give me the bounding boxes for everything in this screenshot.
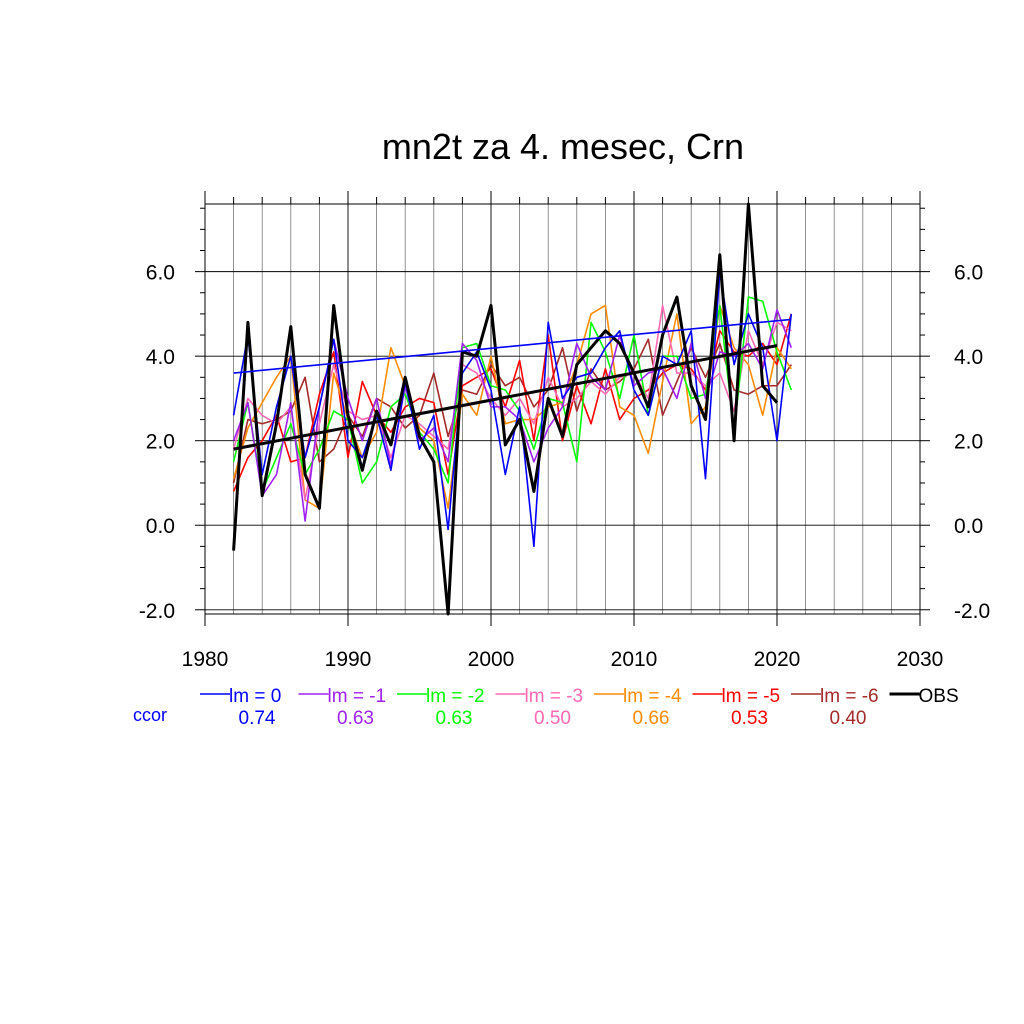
y-tick-label-right: 6.0 (954, 262, 983, 285)
legend-label: lm = 0 (229, 686, 281, 707)
legend-label: lm = -1 (328, 686, 387, 707)
y-tick-label-right: 4.0 (954, 346, 983, 369)
plot-frame (204, 203, 921, 615)
x-tick-label: 2000 (468, 648, 515, 671)
plot-frame-ticks (195, 191, 930, 626)
y-tick-label-left: 4.0 (146, 346, 175, 369)
chart-title: mn2t za 4. mesec, Crn (382, 126, 744, 167)
y-tick-label-right: 2.0 (954, 431, 983, 454)
y-tick-label-left: -2.0 (139, 600, 175, 623)
x-tick-label: 1980 (182, 648, 229, 671)
series-line-obs (232, 202, 779, 616)
y-tick-label-left: 2.0 (146, 431, 175, 454)
legend-ccor-value: 0.53 (731, 708, 768, 729)
legend-label: lm = -5 (722, 686, 781, 707)
legend-ccor-value: 0.66 (633, 708, 670, 729)
trend-line-lm-0 (233, 318, 792, 374)
y-tick-label-right: -2.0 (954, 600, 990, 623)
legend-label: lm = -3 (525, 686, 584, 707)
trend-lines (233, 318, 792, 451)
y-tick-label-left: 0.0 (146, 515, 175, 538)
grid-lines (204, 204, 921, 614)
legend-label: OBS (919, 686, 959, 707)
tick-labels: -2.0 -2.0 0.0 0.0 2.0 2.0 4.0 4.0 6.0 6.0 1980 1990… (139, 262, 990, 671)
legend-ccor-value: 0.50 (534, 708, 571, 729)
trend-line-obs (233, 344, 778, 451)
y-tick-label-right: 0.0 (954, 515, 983, 538)
ccor-label: ccor (133, 705, 167, 725)
legend-ccor-value: 0.40 (830, 708, 867, 729)
legend-label: lm = -4 (623, 686, 682, 707)
series-line-lm-4 (232, 304, 792, 510)
legend-ccor-value: 0.63 (436, 708, 473, 729)
legend-label: lm = -2 (426, 686, 485, 707)
y-tick-label-left: 6.0 (146, 262, 175, 285)
x-tick-label: 2020 (754, 648, 801, 671)
series-lines (232, 202, 793, 616)
legend-label: lm = -6 (820, 686, 879, 707)
legend-ccor-value: 0.74 (239, 708, 276, 729)
x-tick-label: 2030 (897, 648, 944, 671)
legend-ccor-value: 0.63 (337, 708, 374, 729)
x-tick-label: 2010 (611, 648, 658, 671)
x-tick-label: 1990 (325, 648, 372, 671)
